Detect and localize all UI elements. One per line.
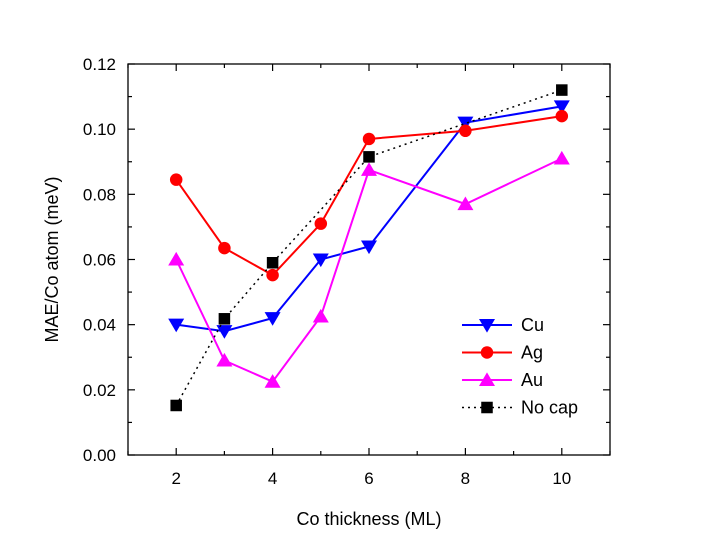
data-point [361, 162, 377, 176]
data-point [266, 268, 279, 282]
series-line [175, 157, 563, 383]
data-point [312, 308, 329, 323]
x-tick-label: 2 [171, 469, 180, 488]
data-point [555, 109, 569, 123]
legend-label: Au [521, 370, 543, 390]
series-no-cap [170, 84, 568, 412]
data-point [363, 151, 375, 163]
legend-marker [480, 346, 494, 359]
series-line [175, 89, 563, 406]
x-tick-label: 8 [461, 469, 470, 488]
series-cu [168, 100, 570, 339]
legend-label: No cap [521, 398, 578, 418]
data-point [457, 116, 474, 131]
data-point [457, 196, 474, 211]
legend-item: Ag [462, 343, 543, 363]
legend-marker [479, 372, 495, 386]
data-point [264, 312, 281, 326]
data-point [553, 100, 570, 114]
data-point [216, 325, 233, 339]
data-point [170, 399, 182, 412]
y-tick-label: 0.00 [83, 446, 116, 465]
data-point [362, 132, 376, 146]
y-tick-label: 0.06 [83, 251, 116, 270]
data-point [218, 241, 231, 255]
series-au [168, 150, 570, 388]
legend-item: Au [462, 370, 543, 390]
y-tick-label: 0.12 [83, 55, 116, 74]
data-point [216, 352, 233, 367]
plot-frame [127, 63, 611, 456]
data-point [169, 173, 183, 186]
axes: 2 4 6 8 10 0.00 0.02 0.04 0.06 0.08 0.10 0.12 [83, 55, 611, 488]
data-point [168, 318, 185, 333]
x-axis-title: Co thickness (ML) [296, 509, 441, 529]
y-tick-label: 0.08 [83, 185, 116, 204]
y-tick-label: 0.10 [83, 120, 116, 139]
y-axis-title: MAE/Co atom (meV) [42, 176, 62, 342]
data-point [361, 240, 377, 255]
data-point [266, 256, 279, 269]
data-point [314, 217, 328, 230]
legend-label: Ag [521, 343, 543, 363]
legend-marker [481, 401, 493, 414]
legend-label: Cu [521, 315, 544, 335]
data-point [264, 374, 281, 388]
x-tick-label: 4 [268, 469, 277, 488]
y-tick-label: 0.04 [83, 316, 116, 335]
legend-item: No cap [462, 398, 578, 418]
legend: Cu Ag Au No cap [462, 315, 578, 418]
series-ag [169, 109, 569, 282]
legend-marker [479, 319, 495, 333]
y-tick-label: 0.02 [83, 381, 116, 400]
data-point [312, 253, 329, 268]
x-tick-label: 10 [552, 469, 571, 488]
data-point [556, 84, 568, 96]
data-point [218, 313, 231, 325]
x-tick-label: 6 [364, 469, 373, 488]
legend-item: Cu [462, 315, 544, 335]
data-point [459, 124, 472, 138]
data-point [168, 251, 185, 266]
data-point [553, 150, 570, 165]
series-layer [168, 84, 570, 412]
